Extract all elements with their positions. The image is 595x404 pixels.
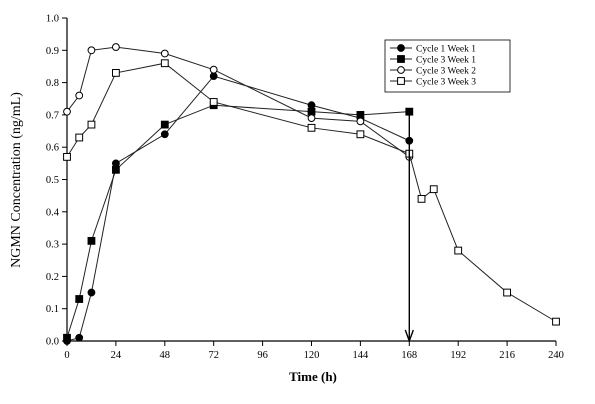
series-3 xyxy=(63,43,414,161)
legend-item: Cycle 3 Week 1 xyxy=(390,55,476,65)
series-line xyxy=(66,104,410,338)
data-point xyxy=(209,98,218,106)
legend-item: Cycle 3 Week 3 xyxy=(390,77,476,87)
data-point xyxy=(75,91,84,100)
y-tick-label: 0.0 xyxy=(46,337,59,348)
y-tick-label: 0.4 xyxy=(46,207,60,218)
x-tick-label: 24 xyxy=(111,350,122,361)
x-tick-label: 0 xyxy=(64,350,69,361)
data-point xyxy=(87,46,96,55)
data-point xyxy=(160,120,169,129)
data-point xyxy=(209,72,218,81)
y-tick-label: 0.1 xyxy=(46,304,59,315)
y-axis-title: NGMN Concentration (ng/mL) xyxy=(9,92,24,268)
axes: 0.0 0.1 0.2 0.3 0.4 0.5 0.6 0.7 0.8 0.9 1.0 0 24 48 72… xyxy=(46,14,564,362)
y-tick-label: 0.6 xyxy=(46,143,59,154)
series-line xyxy=(66,62,557,323)
data-point xyxy=(112,165,120,174)
legend-label: Cycle 3 Week 1 xyxy=(416,55,476,65)
y-tick-label: 1.0 xyxy=(46,14,59,25)
data-point xyxy=(454,246,463,255)
data-point xyxy=(356,111,365,119)
legend-label: Cycle 3 Week 3 xyxy=(416,77,476,87)
legend-label: Cycle 1 Week 1 xyxy=(416,44,476,54)
data-point xyxy=(112,69,120,77)
legend-marker xyxy=(397,77,405,85)
data-point xyxy=(63,333,71,342)
dosing-arrow-head xyxy=(404,329,414,344)
x-tick-label: 216 xyxy=(499,350,515,361)
y-tick-label: 0.8 xyxy=(46,78,59,89)
data-point xyxy=(87,120,96,129)
series-4 xyxy=(63,59,560,326)
x-tick-label: 96 xyxy=(257,350,268,361)
data-point xyxy=(307,114,316,123)
legend-box xyxy=(384,39,511,93)
annotation-layer xyxy=(404,111,414,344)
x-tick-label: 240 xyxy=(548,350,564,361)
legend-item: Cycle 1 Week 1 xyxy=(390,44,476,54)
y-tick-label: 0.7 xyxy=(46,110,59,121)
legend-marker xyxy=(397,44,405,52)
data-point xyxy=(552,317,560,326)
y-tick-label: 0.9 xyxy=(46,46,59,57)
y-tick-label: 0.5 xyxy=(46,175,59,186)
x-tick-label: 168 xyxy=(401,350,417,361)
y-tick-label: 0.3 xyxy=(46,240,59,251)
data-point xyxy=(87,236,96,245)
legend-item: Cycle 3 Week 2 xyxy=(390,66,476,76)
data-point xyxy=(75,333,84,342)
data-point xyxy=(160,130,169,139)
data-point xyxy=(429,185,438,194)
data-point xyxy=(417,194,426,203)
legend-marker xyxy=(397,55,405,63)
data-point xyxy=(160,49,169,58)
data-point xyxy=(112,43,120,51)
data-point xyxy=(63,107,71,116)
x-axis-title: Time (h) xyxy=(289,369,337,384)
series-line xyxy=(66,46,410,158)
x-tick-label: 192 xyxy=(450,350,466,361)
data-point xyxy=(307,101,316,110)
data-point xyxy=(87,288,96,297)
data-point xyxy=(63,152,71,161)
data-point xyxy=(307,107,316,116)
data-point xyxy=(160,59,169,68)
x-tick-label: 48 xyxy=(160,350,171,361)
data-point xyxy=(307,123,316,132)
data-point xyxy=(356,130,365,139)
legend-marker xyxy=(397,66,405,74)
data-point xyxy=(75,133,84,142)
x-tick-label: 72 xyxy=(208,350,219,361)
x-tick-label: 120 xyxy=(304,350,320,361)
data-point xyxy=(356,117,365,126)
legend-label: Cycle 3 Week 2 xyxy=(416,66,476,76)
data-point xyxy=(112,159,120,168)
y-tick-label: 0.2 xyxy=(46,272,59,283)
data-point xyxy=(75,295,84,303)
x-tick-label: 144 xyxy=(353,350,370,361)
data-point xyxy=(503,288,512,297)
data-point xyxy=(209,65,218,74)
